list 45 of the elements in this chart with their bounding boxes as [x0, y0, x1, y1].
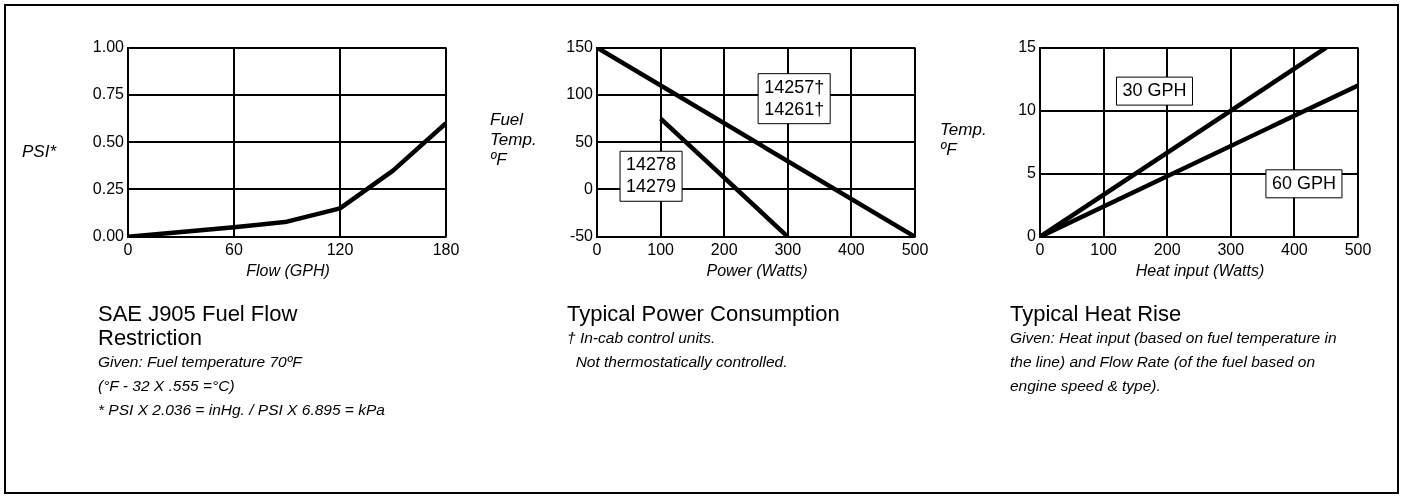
y-tick-label: 0	[1027, 227, 1037, 245]
x-tick-label: 400	[1281, 240, 1308, 258]
series-label: 14278 14279	[626, 154, 677, 197]
text: Given: Fuel temperature 70ºF	[98, 352, 304, 372]
y-axis-title: Fuel Temp. ºF	[490, 110, 537, 170]
x-axis-title: Power (Watts)	[705, 262, 809, 280]
x-tick-label: 500	[901, 240, 929, 258]
x-tick-label: 60	[225, 240, 243, 258]
series-label: 30 GPH	[1122, 80, 1187, 101]
y-tick-label: 150	[566, 38, 594, 56]
y-tick-label: 15	[1018, 38, 1037, 56]
y-tick-label: 1.00	[92, 38, 125, 56]
series-label: 14257† 14261†	[764, 76, 825, 119]
y-axis-title: Temp. ºF	[940, 120, 987, 160]
text: * PSI X 2.036 = inHg. / PSI X 6.895 = kPa	[98, 400, 386, 420]
x-tick-label: 300	[774, 240, 802, 258]
x-tick-label: 200	[710, 240, 738, 258]
text: Typical Power Consumption	[567, 301, 841, 326]
text: Typical Heat Rise	[1010, 301, 1183, 326]
text: (°F - 32 X .555 =°C)	[98, 376, 236, 396]
text: † In-cab control units. Not thermostatically controlled.	[567, 328, 789, 372]
text: Given: Heat input (based on fuel temperature in the line) and Flow Rate (of the fuel based on engine speed & type).	[1010, 328, 1338, 396]
x-tick-label: 100	[1090, 240, 1118, 258]
x-tick-label: 400	[838, 240, 865, 258]
y-axis-title: PSI*	[22, 142, 57, 162]
y-tick-label: 10	[1018, 101, 1037, 119]
y-tick-label: 0.00	[92, 227, 125, 245]
x-tick-label: 500	[1344, 240, 1372, 258]
y-tick-label: 5	[1027, 164, 1037, 182]
y-tick-label: 100	[566, 85, 594, 103]
y-tick-label: 0.75	[92, 85, 125, 103]
x-axis-title: Heat input (Watts)	[1134, 262, 1266, 280]
y-tick-label: 0.25	[92, 179, 125, 197]
x-tick-label: 180	[432, 240, 460, 258]
y-tick-label: 0.50	[92, 132, 125, 150]
x-tick-label: 200	[1153, 240, 1181, 258]
y-tick-label: 50	[575, 132, 594, 150]
x-axis-title: Flow (GPH)	[245, 262, 331, 280]
y-tick-label: 0	[584, 179, 594, 197]
text: 60 GPH	[1271, 172, 1336, 193]
text: SAE J905 Fuel Flow Restriction	[98, 301, 299, 350]
x-tick-label: 300	[1217, 240, 1245, 258]
x-tick-label: 100	[647, 240, 675, 258]
x-tick-label: 120	[326, 240, 354, 258]
y-tick-label: -50	[569, 227, 594, 245]
